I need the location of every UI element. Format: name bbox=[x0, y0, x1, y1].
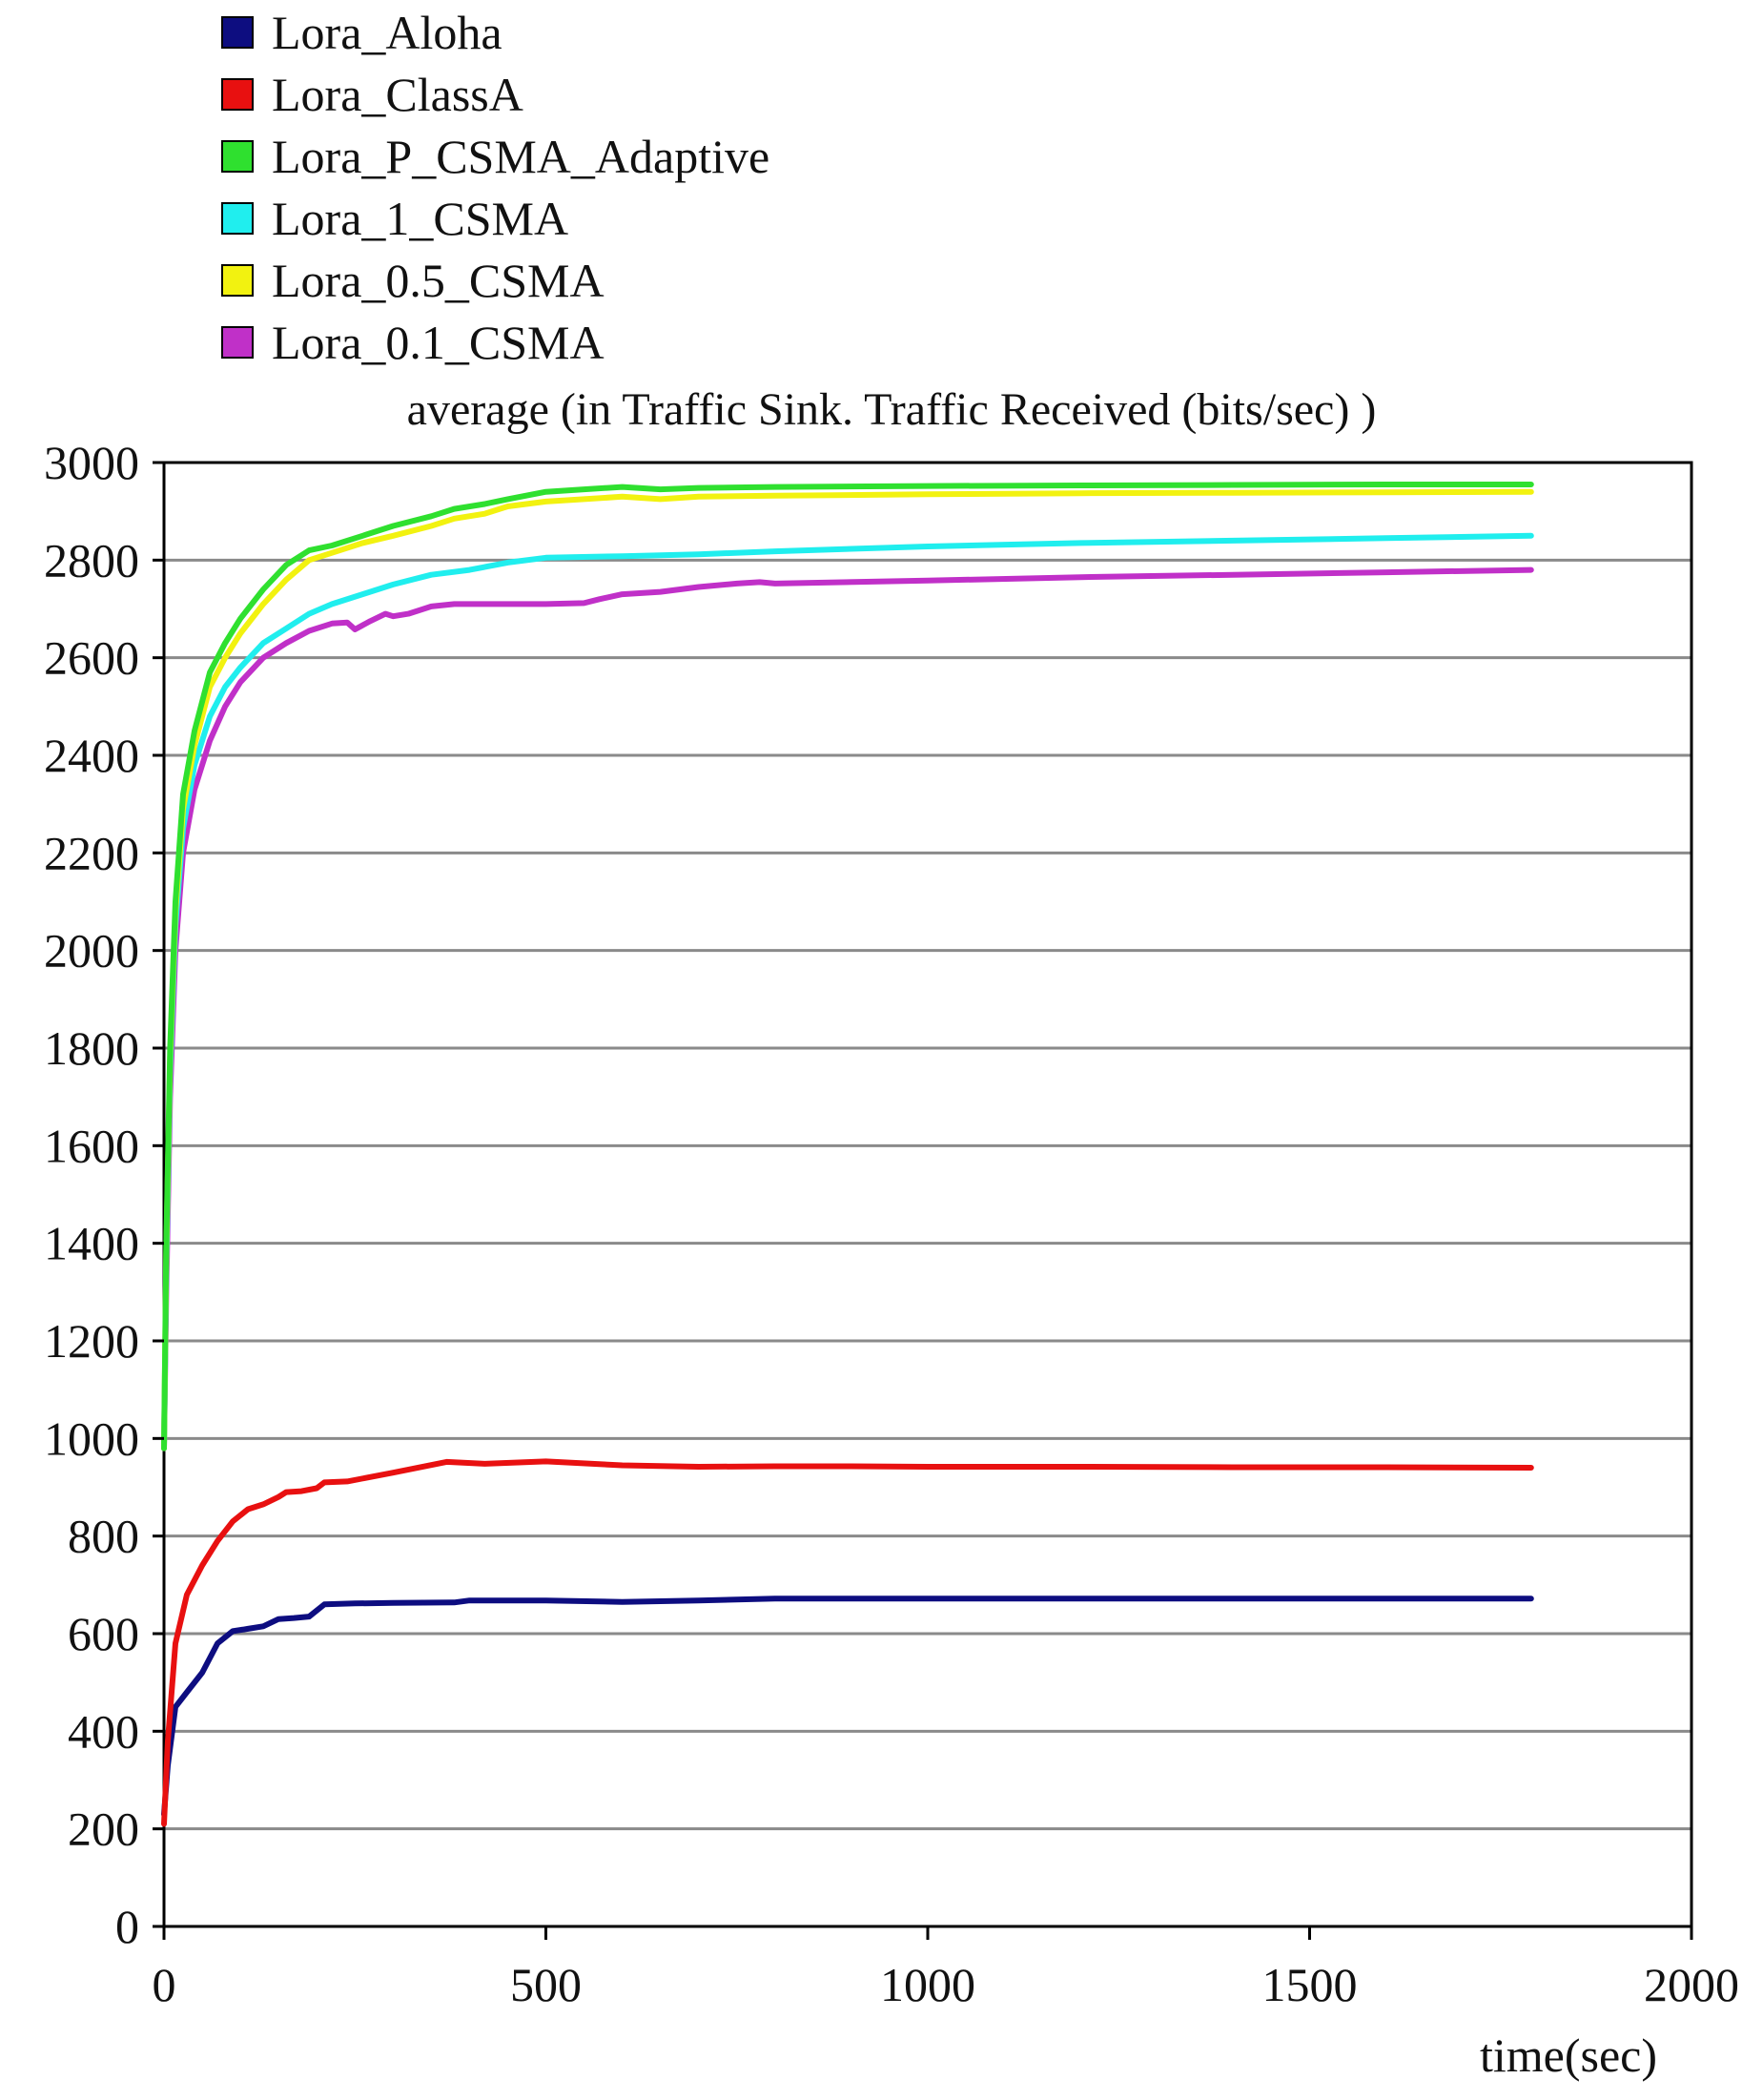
legend-entry: Lora_P_CSMA_Adaptive bbox=[221, 130, 769, 183]
x-tick-label: 1500 bbox=[1262, 1958, 1358, 2011]
x-tick-label: 0 bbox=[153, 1958, 176, 2011]
series-layer bbox=[161, 482, 1534, 1827]
gridlines bbox=[164, 558, 1691, 1831]
x-tick-label: 2000 bbox=[1644, 1958, 1739, 2011]
series-line-lora-1-csma bbox=[161, 532, 1534, 1451]
x-tick-label: 1000 bbox=[880, 1958, 975, 2011]
legend-swatch bbox=[221, 326, 254, 359]
legend-entry: Lora_0.1_CSMA bbox=[221, 316, 605, 369]
x-tick-label: 500 bbox=[510, 1958, 582, 2011]
chart-title: average (in Traffic Sink. Traffic Receiv… bbox=[407, 384, 1377, 435]
y-tick-label: 2800 bbox=[44, 533, 139, 587]
legend-entry: Lora_1_CSMA bbox=[221, 192, 568, 245]
series-line-lora-p-csma-adaptive bbox=[161, 482, 1534, 1451]
legend-swatch bbox=[221, 16, 254, 49]
legend-label: Lora_0.5_CSMA bbox=[272, 254, 605, 307]
legend-swatch bbox=[221, 202, 254, 235]
y-tick-label: 2600 bbox=[44, 631, 139, 685]
legend-entry: Lora_Aloha bbox=[221, 6, 502, 59]
y-tick-label: 1400 bbox=[44, 1217, 139, 1270]
legend-label: Lora_Aloha bbox=[272, 6, 502, 59]
legend-label: Lora_P_CSMA_Adaptive bbox=[272, 130, 769, 183]
y-tick-label: 3000 bbox=[44, 436, 139, 489]
legend: Lora_Aloha Lora_ClassA Lora_P_CSMA_Adaptiv… bbox=[221, 6, 769, 369]
y-tick-label: 800 bbox=[68, 1510, 139, 1563]
legend-swatch bbox=[221, 264, 254, 297]
y-tick-label: 400 bbox=[68, 1704, 139, 1758]
legend-label: Lora_0.1_CSMA bbox=[272, 316, 605, 369]
y-tick-label: 0 bbox=[115, 1900, 139, 1953]
y-tick-label: 2400 bbox=[44, 729, 139, 782]
series-line-lora-aloha bbox=[161, 1596, 1534, 1818]
legend-swatch bbox=[221, 78, 254, 111]
y-tick-label: 2000 bbox=[44, 924, 139, 978]
y-tick-label: 1200 bbox=[44, 1314, 139, 1368]
legend-entry: Lora_ClassA bbox=[221, 68, 523, 121]
y-tick-label: 200 bbox=[68, 1802, 139, 1856]
legend-label: Lora_1_CSMA bbox=[272, 192, 568, 245]
y-tick-label: 600 bbox=[68, 1607, 139, 1660]
series-line-lora-0-1-csma bbox=[161, 566, 1534, 1451]
y-tick-label: 1600 bbox=[44, 1119, 139, 1172]
legend-label: Lora_ClassA bbox=[272, 68, 523, 121]
legend-swatch bbox=[221, 140, 254, 173]
x-axis-label: time(sec) bbox=[1480, 2028, 1657, 2082]
y-axis: 0 200 400 600 800 1000 1200 1400 1600 1800 2000 220… bbox=[44, 436, 164, 1953]
x-axis: 0 500 1000 1500 2000 bbox=[153, 1926, 1739, 2011]
legend-entry: Lora_0.5_CSMA bbox=[221, 254, 605, 307]
y-tick-label: 2200 bbox=[44, 826, 139, 879]
series-line-lora-classa bbox=[161, 1458, 1534, 1827]
y-tick-label: 1000 bbox=[44, 1411, 139, 1465]
y-tick-label: 1800 bbox=[44, 1021, 139, 1075]
